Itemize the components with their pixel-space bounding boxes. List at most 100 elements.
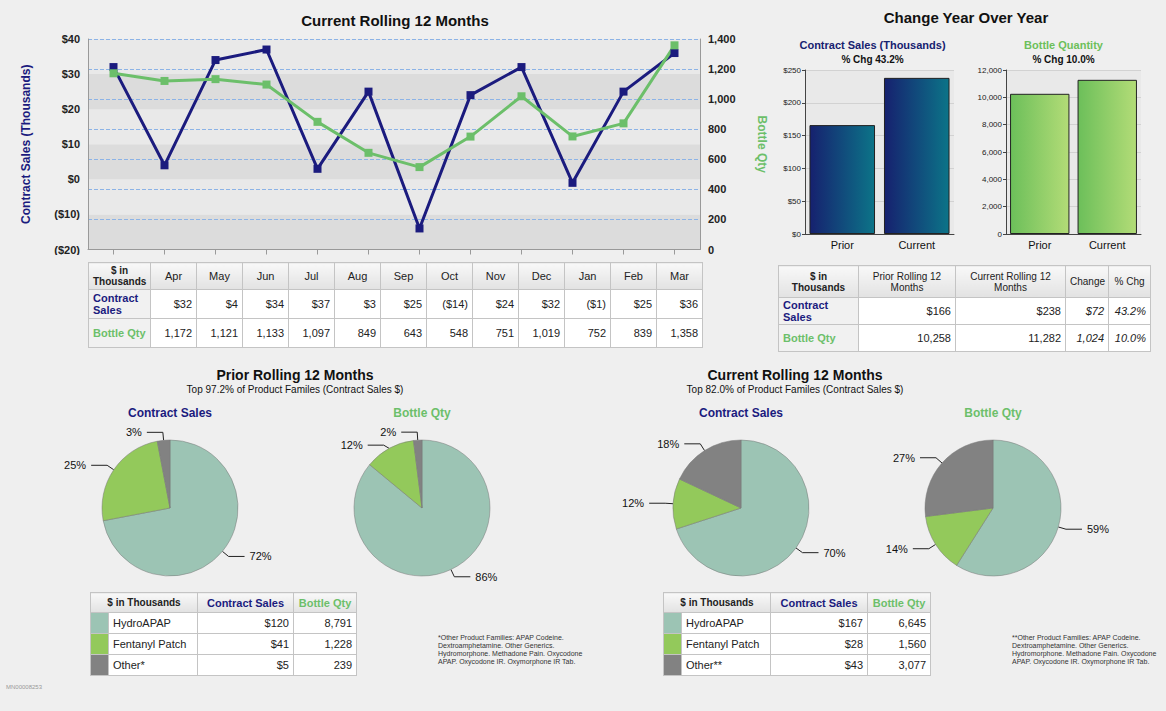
svg-text:Current Rolling 12 Months: Current Rolling 12 Months (301, 12, 489, 29)
html-text:May: May (209, 270, 230, 282)
svg-text:6,000: 6,000 (982, 148, 1003, 157)
html-text:($1): ($1) (586, 298, 606, 310)
html-text:Jul: Jul (304, 270, 319, 282)
svg-text:Prior: Prior (1028, 239, 1052, 251)
svg-text:1,000: 1,000 (708, 93, 736, 105)
svg-text:Current: Current (898, 239, 935, 251)
svg-text:($20): ($20) (54, 244, 80, 256)
svg-text:$20: $20 (62, 103, 80, 115)
html-text:Feb: Feb (624, 270, 643, 282)
svg-text:10,000: 10,000 (978, 93, 1003, 102)
svg-text:$150: $150 (783, 131, 801, 140)
svg-text:18%: 18% (657, 438, 679, 450)
svg-text:Bottle Qty: Bottle Qty (755, 116, 769, 174)
svg-text:3%: 3% (126, 426, 142, 438)
svg-text:600: 600 (708, 153, 726, 165)
html-text:**Other Product Families: APAP: **Other Product Families: APAP Codeine. … (1012, 634, 1157, 665)
svg-text:400: 400 (708, 183, 726, 195)
svg-text:$100: $100 (783, 164, 801, 173)
svg-text:800: 800 (708, 123, 726, 135)
svg-text:$200: $200 (783, 98, 801, 107)
html-text:Prior Rolling 12 Months: Prior Rolling 12 Months (216, 367, 374, 383)
svg-text:0: 0 (708, 244, 714, 256)
html-text:Bottle Qty: Bottle Qty (872, 596, 926, 609)
svg-text:8,000: 8,000 (982, 120, 1003, 129)
svg-text:12%: 12% (622, 497, 644, 509)
html-text:$25: $25 (403, 298, 422, 310)
svg-text:Bottle Qty: Bottle Qty (964, 406, 1022, 420)
svg-text:4,000: 4,000 (982, 175, 1003, 184)
svg-text:$40: $40 (62, 33, 80, 45)
html-text:$ in Thousands: $ in Thousands (93, 265, 147, 287)
html-text:$32: $32 (173, 298, 192, 310)
svg-text:$10: $10 (62, 138, 80, 150)
html-text:Contract Sales: Contract Sales (93, 292, 139, 316)
html-text:1,133: 1,133 (256, 327, 284, 339)
svg-text:Contract Sales: Contract Sales (699, 406, 783, 420)
svg-text:12,000: 12,000 (978, 66, 1003, 75)
html-text:$32: $32 (541, 298, 560, 310)
html-text:Bottle Qty: Bottle Qty (93, 327, 146, 339)
svg-text:0: 0 (998, 230, 1003, 239)
svg-text:59%: 59% (1087, 523, 1109, 535)
html-text:1,097: 1,097 (302, 327, 330, 339)
html-text:Jun: Jun (256, 270, 275, 282)
html-text:Aug: Aug (347, 270, 368, 282)
html-text:$3: $3 (363, 298, 376, 310)
svg-text:1,200: 1,200 (708, 63, 736, 75)
html-text:$34: $34 (265, 298, 284, 310)
html-text:Contract Sales: Contract Sales (780, 596, 858, 609)
html-text:*Other Product Families: APAP: *Other Product Families: APAP Codeine. D… (438, 634, 583, 665)
svg-text:$50: $50 (788, 197, 802, 206)
html-text:($14): ($14) (442, 298, 468, 310)
html-text:$4: $4 (225, 298, 238, 310)
svg-text:$0: $0 (68, 173, 80, 185)
html-text:$25: $25 (633, 298, 652, 310)
svg-text:2,000: 2,000 (982, 202, 1003, 211)
svg-text:1,400: 1,400 (708, 33, 736, 45)
html-text:Oct: Oct (440, 270, 459, 282)
html-text:Bottle Qty: Bottle Qty (298, 596, 352, 609)
html-text:$36: $36 (679, 298, 698, 310)
svg-text:($10): ($10) (54, 208, 80, 220)
svg-text:% Chg 10.0%: % Chg 10.0% (1032, 54, 1094, 65)
html-text:Nov: Nov (485, 270, 506, 282)
html-text:Apr: Apr (164, 270, 183, 282)
svg-text:Contract Sales (Thousands): Contract Sales (Thousands) (19, 65, 33, 224)
svg-text:$250: $250 (783, 66, 801, 75)
html-text:849: 849 (357, 327, 376, 339)
html-text:Prior Rolling 12 Months: Prior Rolling 12 Months (872, 270, 942, 293)
svg-text:25%: 25% (64, 459, 86, 471)
svg-text:2%: 2% (380, 426, 396, 438)
svg-text:$0: $0 (792, 230, 801, 239)
svg-text:70%: 70% (823, 547, 845, 559)
svg-text:Contract Sales (Thousands): Contract Sales (Thousands) (799, 39, 945, 51)
svg-text:27%: 27% (893, 452, 915, 464)
html-text:Sep: Sep (393, 270, 414, 282)
html-text:Current Rolling 12 Months: Current Rolling 12 Months (970, 270, 1051, 293)
html-text:Contract Sales: Contract Sales (783, 299, 829, 323)
svg-text:72%: 72% (250, 550, 272, 562)
html-text:Contract Sales: Contract Sales (207, 596, 284, 609)
html-text:Change Year Over Year: Change Year Over Year (883, 9, 1049, 26)
svg-text:Prior: Prior (831, 239, 855, 251)
svg-text:200: 200 (708, 213, 726, 225)
html-text:Current Rolling 12 Months: Current Rolling 12 Months (707, 367, 883, 383)
html-text:Jan: Jan (578, 270, 597, 282)
svg-text:14%: 14% (886, 543, 908, 555)
svg-text:Bottle Qty: Bottle Qty (393, 406, 451, 420)
html-text:Dec: Dec (531, 270, 552, 282)
svg-text:Bottle Quantity: Bottle Quantity (1024, 39, 1104, 51)
html-text:$37: $37 (311, 298, 330, 310)
html-text:Mar: Mar (670, 270, 689, 282)
svg-text:% Chg 43.2%: % Chg 43.2% (841, 54, 903, 65)
html-text:1,172: 1,172 (164, 327, 192, 339)
svg-text:86%: 86% (475, 571, 497, 583)
svg-text:$30: $30 (62, 68, 80, 80)
html-text:$ in Thousands: $ in Thousands (791, 270, 846, 293)
html-text:$24: $24 (495, 298, 514, 310)
html-text:1,121: 1,121 (210, 327, 238, 339)
svg-text:Contract Sales: Contract Sales (128, 406, 212, 420)
svg-text:12%: 12% (341, 439, 363, 451)
svg-text:Current: Current (1089, 239, 1126, 251)
